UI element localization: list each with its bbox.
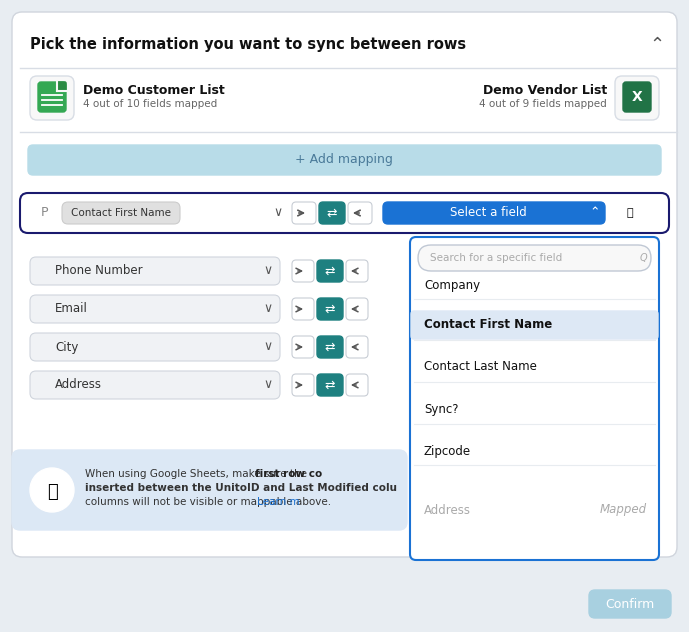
FancyBboxPatch shape [30,295,280,323]
Text: Mapped: Mapped [600,504,647,516]
Text: Demo Customer List: Demo Customer List [83,83,225,97]
FancyBboxPatch shape [20,193,669,233]
Text: ∨: ∨ [274,207,282,219]
Text: 4 out of 10 fields mapped: 4 out of 10 fields mapped [83,99,217,109]
Text: ⇄: ⇄ [325,303,336,315]
Text: Q: Q [639,253,647,263]
Text: P: P [41,207,49,219]
FancyBboxPatch shape [319,202,345,224]
FancyBboxPatch shape [418,245,651,271]
FancyBboxPatch shape [623,82,651,112]
Text: Select a field: Select a field [450,207,526,219]
Text: 4 out of 9 fields mapped: 4 out of 9 fields mapped [480,99,607,109]
FancyBboxPatch shape [346,374,368,396]
Text: Address: Address [424,504,471,516]
FancyBboxPatch shape [615,76,659,120]
FancyBboxPatch shape [317,336,343,358]
Text: 💡: 💡 [47,483,57,501]
FancyBboxPatch shape [346,260,368,282]
FancyBboxPatch shape [12,12,677,557]
Text: Demo Vendor List: Demo Vendor List [483,83,607,97]
FancyBboxPatch shape [346,298,368,320]
FancyBboxPatch shape [410,237,659,560]
Text: 🗑: 🗑 [627,208,633,218]
Text: ⇄: ⇄ [327,207,337,219]
Text: Contact First Name: Contact First Name [424,319,553,332]
FancyBboxPatch shape [346,336,368,358]
Text: Contact Last Name: Contact Last Name [424,360,537,374]
FancyBboxPatch shape [292,298,314,320]
Text: ∨: ∨ [263,303,273,315]
Text: Zipcode: Zipcode [424,446,471,458]
FancyBboxPatch shape [38,82,66,112]
FancyBboxPatch shape [30,333,280,361]
FancyBboxPatch shape [292,374,314,396]
Circle shape [30,468,74,512]
Text: columns will not be visible or mappable above.: columns will not be visible or mappable … [85,497,334,507]
FancyBboxPatch shape [30,371,280,399]
Text: Confirm: Confirm [606,597,655,611]
FancyBboxPatch shape [62,202,180,224]
FancyBboxPatch shape [317,374,343,396]
FancyBboxPatch shape [317,260,343,282]
Text: ∨: ∨ [263,265,273,277]
Text: ⌃: ⌃ [650,36,665,54]
Text: inserted between the UnitoID and Last Modified colu: inserted between the UnitoID and Last Mo… [85,483,397,493]
FancyBboxPatch shape [57,82,66,91]
Text: ⇄: ⇄ [325,265,336,277]
FancyBboxPatch shape [589,590,671,618]
Text: Search for a specific field: Search for a specific field [430,253,562,263]
Text: Address: Address [55,379,102,391]
Text: Company: Company [424,279,480,291]
Text: City: City [55,341,79,353]
Text: Sync?: Sync? [424,403,458,416]
Text: ∨: ∨ [263,341,273,353]
Text: Learn m: Learn m [257,497,300,507]
Text: X: X [632,90,642,104]
Text: first row co: first row co [255,469,322,479]
Text: ∨: ∨ [263,379,273,391]
FancyBboxPatch shape [317,298,343,320]
Text: Pick the information you want to sync between rows: Pick the information you want to sync be… [30,37,466,52]
Text: ⇄: ⇄ [325,379,336,391]
FancyBboxPatch shape [12,450,407,530]
FancyBboxPatch shape [411,311,658,339]
Text: ⇄: ⇄ [325,341,336,353]
Text: + Add mapping: + Add mapping [295,154,393,166]
FancyBboxPatch shape [30,257,280,285]
FancyBboxPatch shape [28,145,661,175]
Text: Phone Number: Phone Number [55,265,143,277]
FancyBboxPatch shape [348,202,372,224]
Text: When using Google Sheets, make sure the: When using Google Sheets, make sure the [85,469,310,479]
Text: ⌃: ⌃ [590,207,600,219]
FancyBboxPatch shape [292,202,316,224]
Text: Email: Email [55,303,88,315]
FancyBboxPatch shape [292,260,314,282]
FancyBboxPatch shape [30,76,74,120]
FancyBboxPatch shape [292,336,314,358]
FancyBboxPatch shape [383,202,605,224]
Text: Contact First Name: Contact First Name [71,208,171,218]
